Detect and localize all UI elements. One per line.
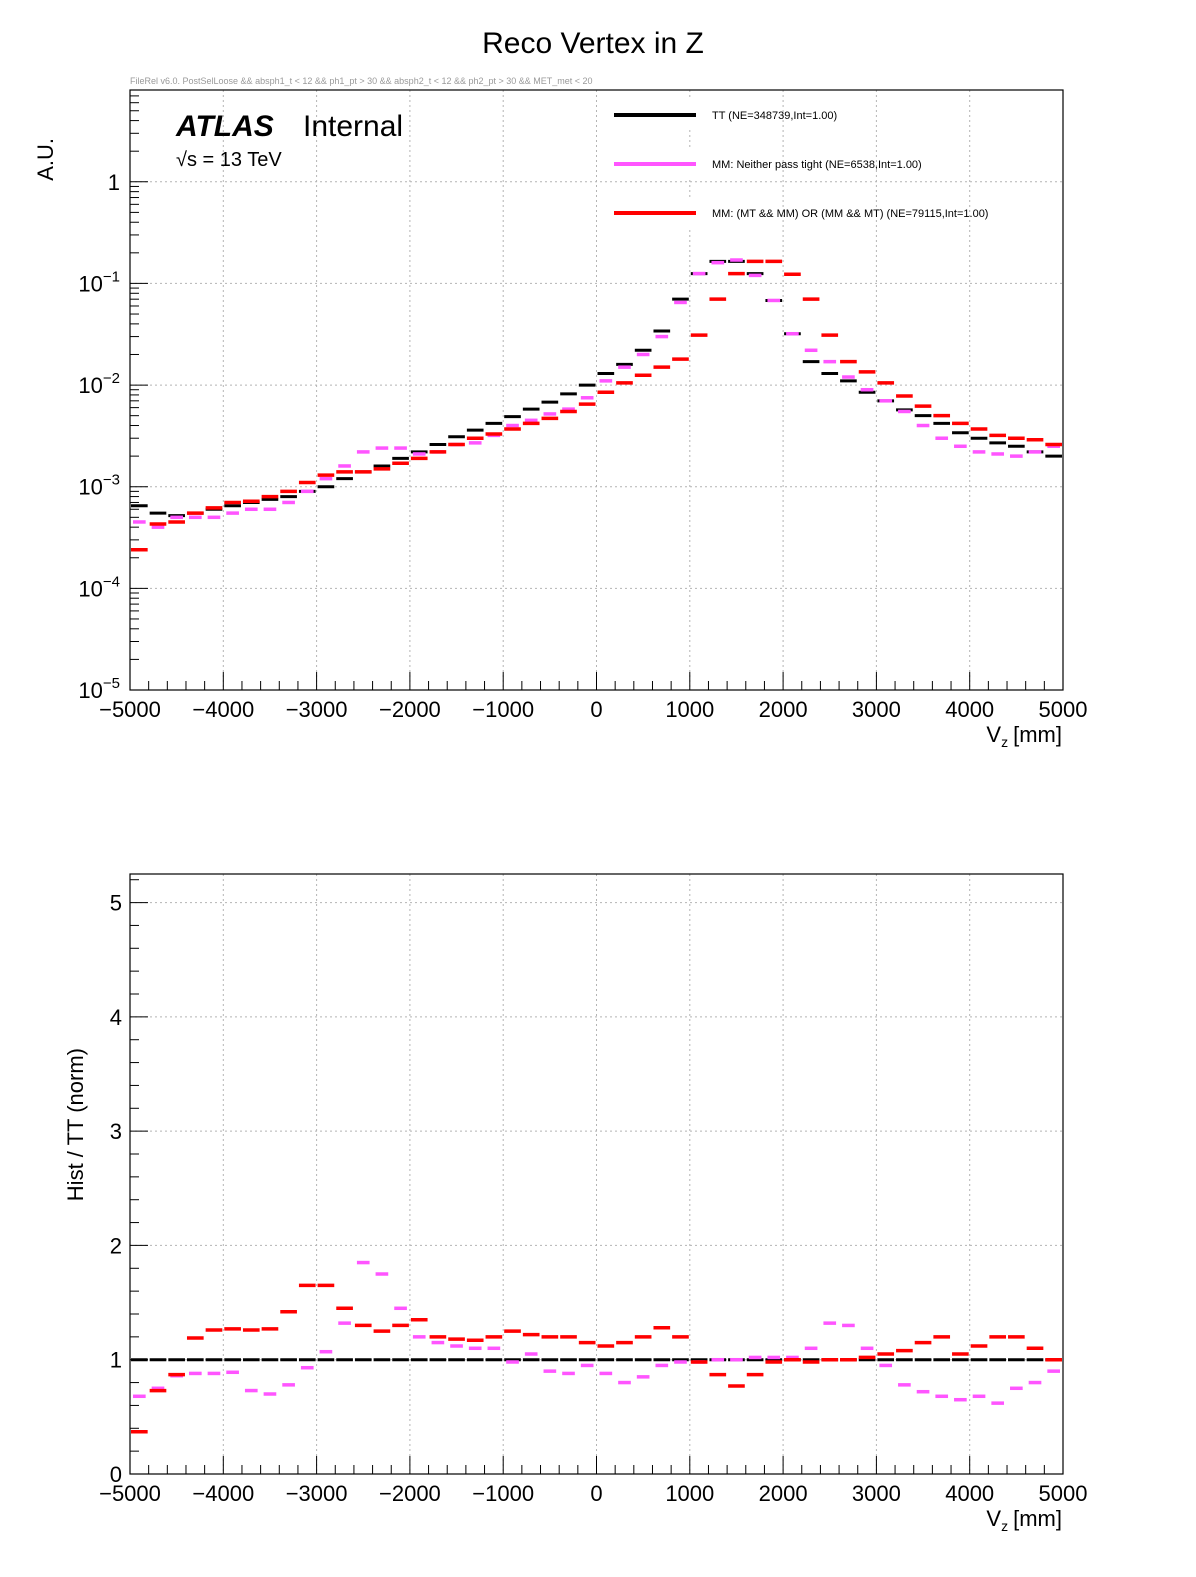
top-x-tick-label: −5000 — [99, 697, 161, 722]
top-x-tick-label: 5000 — [1039, 697, 1088, 722]
bottom-x-axis-label: Vz [mm] — [986, 1506, 1062, 1534]
legend-label-mm-mixed: MM: (MT && MM) OR (MM && MT) (NE=79115,I… — [712, 208, 988, 220]
bottom-y-axis-label: Hist / TT (norm) — [63, 1048, 88, 1201]
top-x-tick-label: −1000 — [472, 697, 534, 722]
top-y-tick-label: 10−5 — [78, 675, 120, 703]
top-x-tick-label: 4000 — [945, 697, 994, 722]
top-y-axis-label: A.U. — [33, 138, 58, 181]
bottom-y-tick-labels: 0 1 2 3 4 5 — [110, 891, 122, 1487]
bot-y-tick-label: 0 — [110, 1462, 122, 1487]
bot-x-tick-label: 2000 — [759, 1481, 808, 1506]
bot-x-tick-label: 5000 — [1039, 1481, 1088, 1506]
bot-x-tick-label: 1000 — [665, 1481, 714, 1506]
top-y-tick-label-exponent: −1 — [103, 268, 120, 285]
top-y-tick-label-base: 1 — [108, 170, 120, 195]
top-x-axis-label: Vz [mm] — [986, 722, 1062, 750]
top-y-tick-label-base: 10 — [78, 373, 102, 398]
top-x-tick-label: −4000 — [192, 697, 254, 722]
bot-x-tick-label: 4000 — [945, 1481, 994, 1506]
bot-y-tick-label: 3 — [110, 1119, 122, 1144]
bottom-panel: −5000 −4000 −3000 −2000 −1000 0 1000 2000 3000 40… — [63, 873, 1087, 1534]
figure-title: Reco Vertex in Z — [482, 27, 704, 60]
atlas-status-text: Internal — [303, 110, 403, 143]
top-y-tick-label-exponent: −3 — [103, 472, 120, 489]
bot-y-tick-label: 4 — [110, 1005, 122, 1030]
legend-label-tt: TT (NE=348739,Int=1.00) — [712, 110, 837, 122]
bot-x-tick-label: −1000 — [472, 1481, 534, 1506]
top-x-tick-label: 1000 — [665, 697, 714, 722]
bot-x-tick-label: −4000 — [192, 1481, 254, 1506]
top-x-axis-label-unit: [mm] — [1013, 722, 1062, 747]
top-x-axis-label-main: V — [986, 722, 1001, 747]
atlas-label-text: ATLAS — [175, 110, 274, 143]
top-x-tick-label: −3000 — [286, 697, 348, 722]
bottom-series — [131, 1260, 1062, 1434]
bot-x-tick-label: −5000 — [99, 1481, 161, 1506]
bot-x-tick-label: −3000 — [286, 1481, 348, 1506]
bot-x-tick-label: −2000 — [379, 1481, 441, 1506]
bot-x-tick-label: 3000 — [852, 1481, 901, 1506]
top-y-tick-labels: 10−510−410−310−210−11 — [78, 170, 120, 703]
top-y-tick-label-base: 10 — [78, 678, 102, 703]
top-x-tick-label: 2000 — [759, 697, 808, 722]
bottom-x-axis-label-sub: z — [1001, 1518, 1008, 1534]
atlas-label: ATLAS Internal √s = 13 TeV — [175, 110, 403, 171]
selection-cut-text: FileRel v6.0. PostSelLoose && absph1_t <… — [130, 76, 593, 86]
bottom-x-axis-label-unit: [mm] — [1013, 1506, 1062, 1531]
legend: TT (NE=348739,Int=1.00) MM: Neither pass… — [612, 100, 988, 228]
top-y-tick-label-exponent: −2 — [103, 370, 120, 387]
top-x-tick-label: −2000 — [379, 697, 441, 722]
top-y-tick-label-exponent: −5 — [103, 675, 120, 692]
bot-y-tick-label: 2 — [110, 1233, 122, 1258]
top-y-tick-label: 1 — [108, 170, 120, 195]
top-panel: −5000 −4000 −3000 −2000 −1000 0 1000 2000 3000 40… — [33, 89, 1087, 750]
bot-series-mm_neither — [133, 1260, 1060, 1405]
top-x-tick-label: 3000 — [852, 697, 901, 722]
bottom-x-axis-label-main: V — [986, 1506, 1001, 1531]
top-x-tick-labels: −5000 −4000 −3000 −2000 −1000 0 1000 2000 3000 40… — [99, 697, 1087, 722]
bot-series-mm_mixed — [131, 1283, 1062, 1434]
top-series-mm_mixed — [131, 259, 1062, 552]
top-x-axis-label-sub: z — [1001, 734, 1008, 750]
top-series — [131, 258, 1062, 552]
top-y-tick-label: 10−4 — [78, 573, 120, 601]
bottom-x-tick-labels: −5000 −4000 −3000 −2000 −1000 0 1000 2000 3000 40… — [99, 1481, 1087, 1506]
top-y-tick-label: 10−1 — [78, 268, 120, 296]
bot-y-tick-label: 5 — [110, 891, 122, 916]
top-y-tick-label-base: 10 — [78, 475, 102, 500]
top-ticks — [129, 89, 1064, 691]
top-y-tick-label: 10−3 — [78, 472, 120, 500]
top-y-tick-label-base: 10 — [78, 271, 102, 296]
legend-label-mm-neither: MM: Neither pass tight (NE=6538,Int=1.00… — [712, 159, 922, 171]
bottom-ticks — [129, 879, 1064, 1475]
atlas-energy-text: √s = 13 TeV — [176, 149, 282, 171]
bot-x-tick-label: 0 — [590, 1481, 602, 1506]
top-y-tick-label: 10−2 — [78, 370, 120, 398]
top-y-tick-label-base: 10 — [78, 576, 102, 601]
bot-y-tick-label: 1 — [110, 1348, 122, 1373]
top-x-tick-label: 0 — [590, 697, 602, 722]
top-y-tick-label-exponent: −4 — [103, 573, 120, 590]
